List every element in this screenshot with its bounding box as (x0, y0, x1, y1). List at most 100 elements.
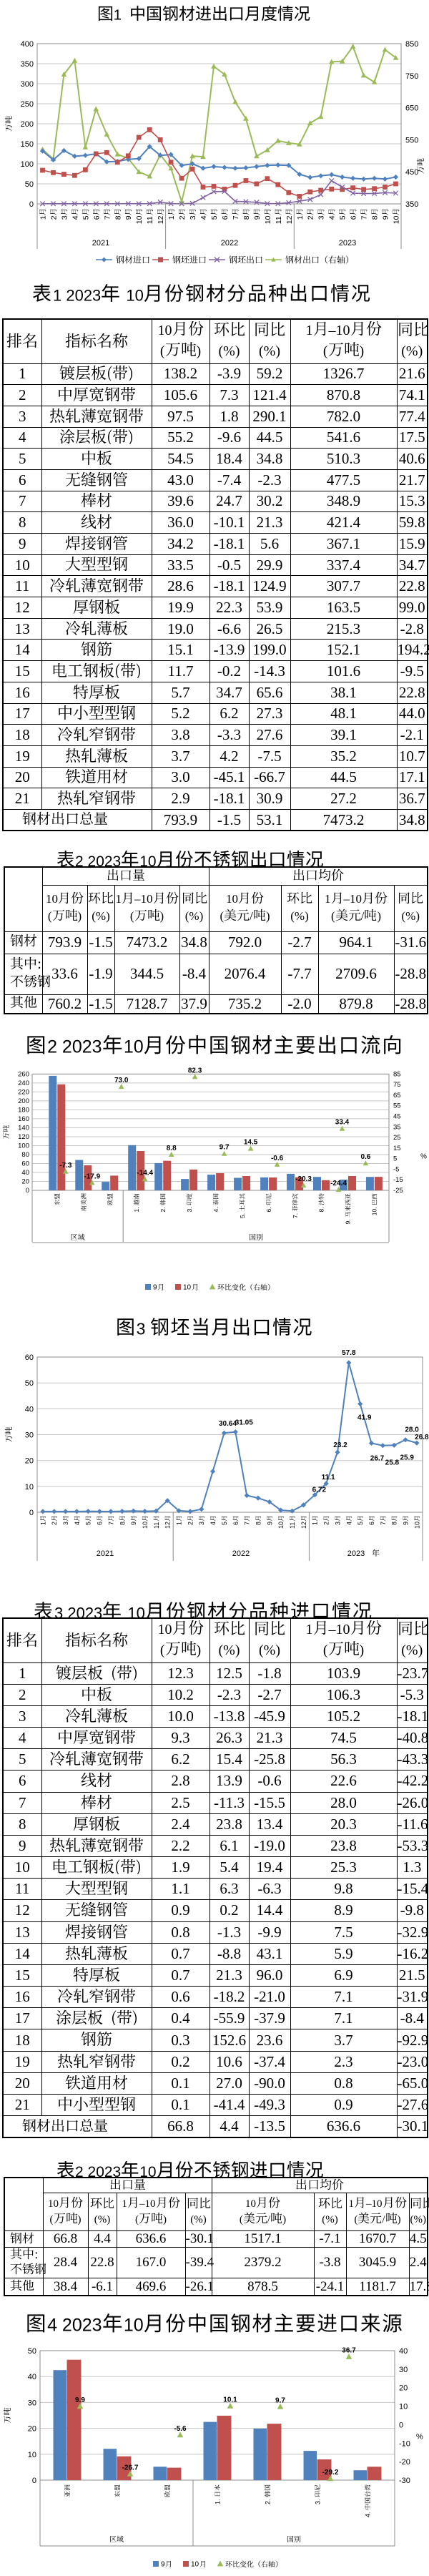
svg-text:11: 11 (289, 1522, 296, 1529)
svg-text:1: 1 (39, 215, 48, 220)
svg-text:10: 10 (264, 215, 272, 224)
svg-text:23.2: 23.2 (333, 1441, 347, 1449)
svg-text:11.1: 11.1 (322, 1474, 335, 1482)
svg-text:50: 50 (25, 1379, 34, 1388)
svg-text:4.: 4. (364, 2512, 371, 2517)
svg-text:3: 3 (189, 215, 197, 220)
svg-text:9: 9 (153, 1284, 157, 1292)
svg-text:73.0: 73.0 (114, 1077, 129, 1084)
svg-text:9.9: 9.9 (75, 2396, 85, 2404)
svg-text:-29.2: -29.2 (322, 2469, 339, 2477)
svg-text:2: 2 (51, 1522, 58, 1525)
svg-text:-0.6: -0.6 (271, 1155, 284, 1162)
svg-text:2023: 2023 (339, 239, 356, 248)
svg-text:9.7: 9.7 (220, 1144, 230, 1152)
svg-text:6: 6 (368, 1522, 375, 1525)
svg-text:6: 6 (92, 215, 101, 220)
svg-text:9.: 9. (345, 1219, 352, 1224)
svg-text:7: 7 (360, 215, 369, 220)
svg-text:10: 10 (183, 1284, 192, 1292)
svg-text:5: 5 (221, 1522, 228, 1525)
svg-text:75: 75 (393, 1081, 401, 1089)
svg-text:8: 8 (114, 215, 122, 220)
svg-text:10: 10 (142, 1522, 149, 1529)
svg-text:1.: 1. (214, 2499, 221, 2504)
svg-text:9: 9 (266, 1522, 273, 1525)
svg-text:12: 12 (157, 215, 165, 224)
svg-text:30: 30 (25, 1431, 34, 1440)
svg-text:20: 20 (21, 1178, 29, 1186)
svg-text:10: 10 (25, 1483, 34, 1492)
svg-text:45: 45 (393, 1113, 401, 1121)
svg-text:6: 6 (350, 215, 358, 220)
svg-text:82.3: 82.3 (188, 1067, 202, 1074)
svg-text:3.: 3. (314, 2499, 321, 2504)
svg-text:4: 4 (209, 1522, 217, 1525)
svg-text:25: 25 (393, 1134, 401, 1142)
svg-text:850: 850 (405, 40, 418, 49)
svg-text:-26.7: -26.7 (122, 2464, 139, 2472)
svg-text:1: 1 (176, 1522, 183, 1525)
svg-text:650: 650 (405, 104, 418, 113)
svg-text:9: 9 (382, 215, 390, 220)
svg-text:2: 2 (178, 215, 187, 220)
svg-text:%: % (416, 2433, 423, 2442)
svg-text:8: 8 (371, 215, 380, 220)
svg-text:10: 10 (413, 1522, 420, 1529)
svg-text:55: 55 (393, 1102, 401, 1110)
svg-text:-25: -25 (393, 1187, 403, 1195)
svg-text:6.72: 6.72 (312, 1487, 327, 1494)
svg-text:160: 160 (18, 1115, 29, 1123)
svg-text:7: 7 (244, 1522, 251, 1525)
svg-text:100: 100 (21, 160, 34, 169)
svg-text:33.4: 33.4 (335, 1119, 350, 1127)
svg-text:4.: 4. (212, 1207, 220, 1212)
svg-text:1.: 1. (133, 1207, 140, 1212)
svg-text:3.: 3. (186, 1207, 193, 1212)
svg-text:12: 12 (285, 215, 294, 224)
svg-text:-14.4: -14.4 (137, 1169, 153, 1177)
svg-text:-7.3: -7.3 (59, 1162, 72, 1170)
svg-text:6: 6 (221, 215, 230, 220)
svg-text:80: 80 (21, 1151, 29, 1159)
svg-text:300: 300 (21, 80, 34, 89)
svg-text:25.9: 25.9 (400, 1454, 414, 1461)
svg-text:150: 150 (21, 140, 34, 149)
svg-text:9: 9 (124, 215, 133, 220)
svg-text:250: 250 (21, 100, 34, 109)
svg-text:350: 350 (21, 60, 34, 69)
svg-text:2021: 2021 (97, 1549, 114, 1558)
svg-text:0: 0 (399, 2421, 403, 2429)
svg-text:7: 7 (380, 1522, 387, 1525)
svg-text:0: 0 (29, 200, 34, 209)
svg-text:-15: -15 (393, 1176, 403, 1184)
svg-text:30.64: 30.64 (219, 1420, 237, 1428)
svg-text:9.7: 9.7 (275, 2396, 285, 2404)
svg-text:7: 7 (232, 215, 240, 220)
svg-text:35: 35 (393, 1123, 401, 1131)
svg-text:85: 85 (393, 1070, 401, 1078)
svg-text:3: 3 (317, 215, 326, 220)
svg-text:4: 4 (345, 1522, 352, 1525)
svg-text:8: 8 (242, 215, 251, 220)
svg-text:8: 8 (255, 1522, 262, 1525)
svg-text:65: 65 (393, 1092, 401, 1100)
svg-text:5: 5 (82, 215, 90, 220)
svg-text:25.8: 25.8 (385, 1459, 400, 1467)
svg-text:3: 3 (60, 215, 69, 220)
svg-text:60: 60 (21, 1160, 29, 1168)
svg-text:9: 9 (161, 2561, 165, 2569)
svg-text:350: 350 (405, 200, 418, 209)
svg-text:7: 7 (103, 215, 112, 220)
svg-text:3: 3 (62, 1522, 69, 1525)
svg-text:140: 140 (18, 1124, 29, 1132)
svg-text:2: 2 (50, 215, 59, 220)
svg-text:4: 4 (74, 1522, 81, 1525)
svg-text:5: 5 (393, 1155, 397, 1163)
svg-text:-5: -5 (393, 1165, 399, 1173)
svg-text:2023: 2023 (347, 1549, 365, 1558)
svg-text:50: 50 (25, 180, 34, 189)
svg-text:8.8: 8.8 (167, 1145, 177, 1152)
svg-text:450: 450 (405, 168, 418, 177)
svg-text:5: 5 (357, 1522, 364, 1525)
